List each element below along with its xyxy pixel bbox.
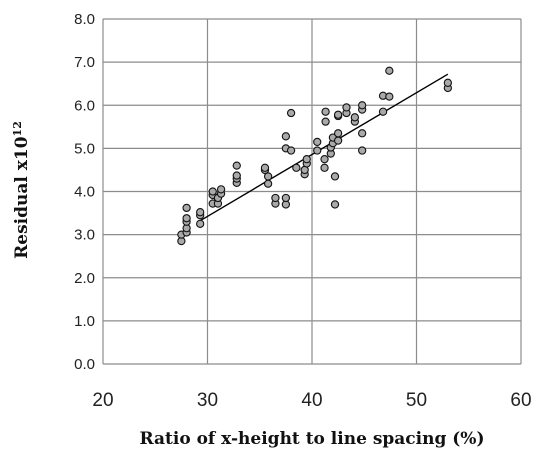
y-axis-title: Residual x1012 xyxy=(11,121,32,259)
data-point xyxy=(321,117,330,126)
y-tick-label: 2.0 xyxy=(74,270,95,287)
data-point xyxy=(281,193,291,203)
y-tick-label: 6.0 xyxy=(74,97,95,114)
y-tick-label: 3.0 xyxy=(74,227,95,244)
data-point xyxy=(330,200,340,209)
y-tick-label: 7.0 xyxy=(74,54,95,71)
data-point xyxy=(196,219,205,228)
data-point xyxy=(333,129,343,138)
data-point xyxy=(286,108,296,118)
x-axis-title: Ratio of x-height to line spacing (%) xyxy=(139,429,484,449)
data-point xyxy=(342,103,351,112)
data-point xyxy=(358,146,367,155)
data-point xyxy=(313,137,322,147)
x-tick-label: 60 xyxy=(510,390,531,411)
data-point xyxy=(281,132,291,141)
data-point xyxy=(320,163,329,172)
data-point xyxy=(443,78,452,87)
data-point xyxy=(232,161,241,170)
y-tick-label: 5.0 xyxy=(74,140,95,157)
y-tick-label: 1.0 xyxy=(74,313,95,330)
x-axis-ticks: 20 30 40 50 60 xyxy=(92,390,531,411)
data-point xyxy=(330,172,340,181)
data-points xyxy=(177,66,452,246)
data-point xyxy=(216,185,226,194)
data-point xyxy=(320,155,329,164)
data-point xyxy=(321,107,330,116)
data-point xyxy=(263,179,273,188)
data-point xyxy=(182,203,191,213)
y-tick-label: 4.0 xyxy=(74,184,95,201)
x-tick-label: 40 xyxy=(301,390,322,411)
data-point xyxy=(385,66,394,75)
data-point xyxy=(196,208,205,217)
data-point xyxy=(292,163,301,172)
data-point xyxy=(358,129,367,138)
data-point xyxy=(385,92,394,101)
trendline xyxy=(196,73,449,224)
trendline-group xyxy=(196,73,449,224)
data-point xyxy=(260,163,270,172)
y-tick-label: 8.0 xyxy=(74,11,95,28)
data-point xyxy=(302,155,311,164)
data-point xyxy=(271,193,280,203)
y-axis-ticks: 0.0 1.0 2.0 3.0 4.0 5.0 6.0 7.0 8.0 xyxy=(74,11,95,373)
grid-lines xyxy=(102,18,522,365)
y-axis-title-main: Residual x10 xyxy=(12,136,32,259)
x-tick-label: 30 xyxy=(197,390,218,411)
x-tick-label: 20 xyxy=(92,390,113,411)
data-point xyxy=(182,214,191,223)
data-point xyxy=(286,146,296,155)
data-point xyxy=(313,146,322,155)
data-point xyxy=(232,171,241,180)
data-point xyxy=(378,107,388,116)
data-point xyxy=(333,110,343,119)
data-point xyxy=(350,113,359,122)
data-point xyxy=(358,101,367,110)
y-axis-title-superscript: 12 xyxy=(11,121,24,136)
data-point xyxy=(333,136,343,145)
y-tick-label: 0.0 xyxy=(74,356,95,373)
data-point xyxy=(208,187,217,196)
data-point xyxy=(263,172,273,181)
x-tick-label: 50 xyxy=(406,390,427,411)
